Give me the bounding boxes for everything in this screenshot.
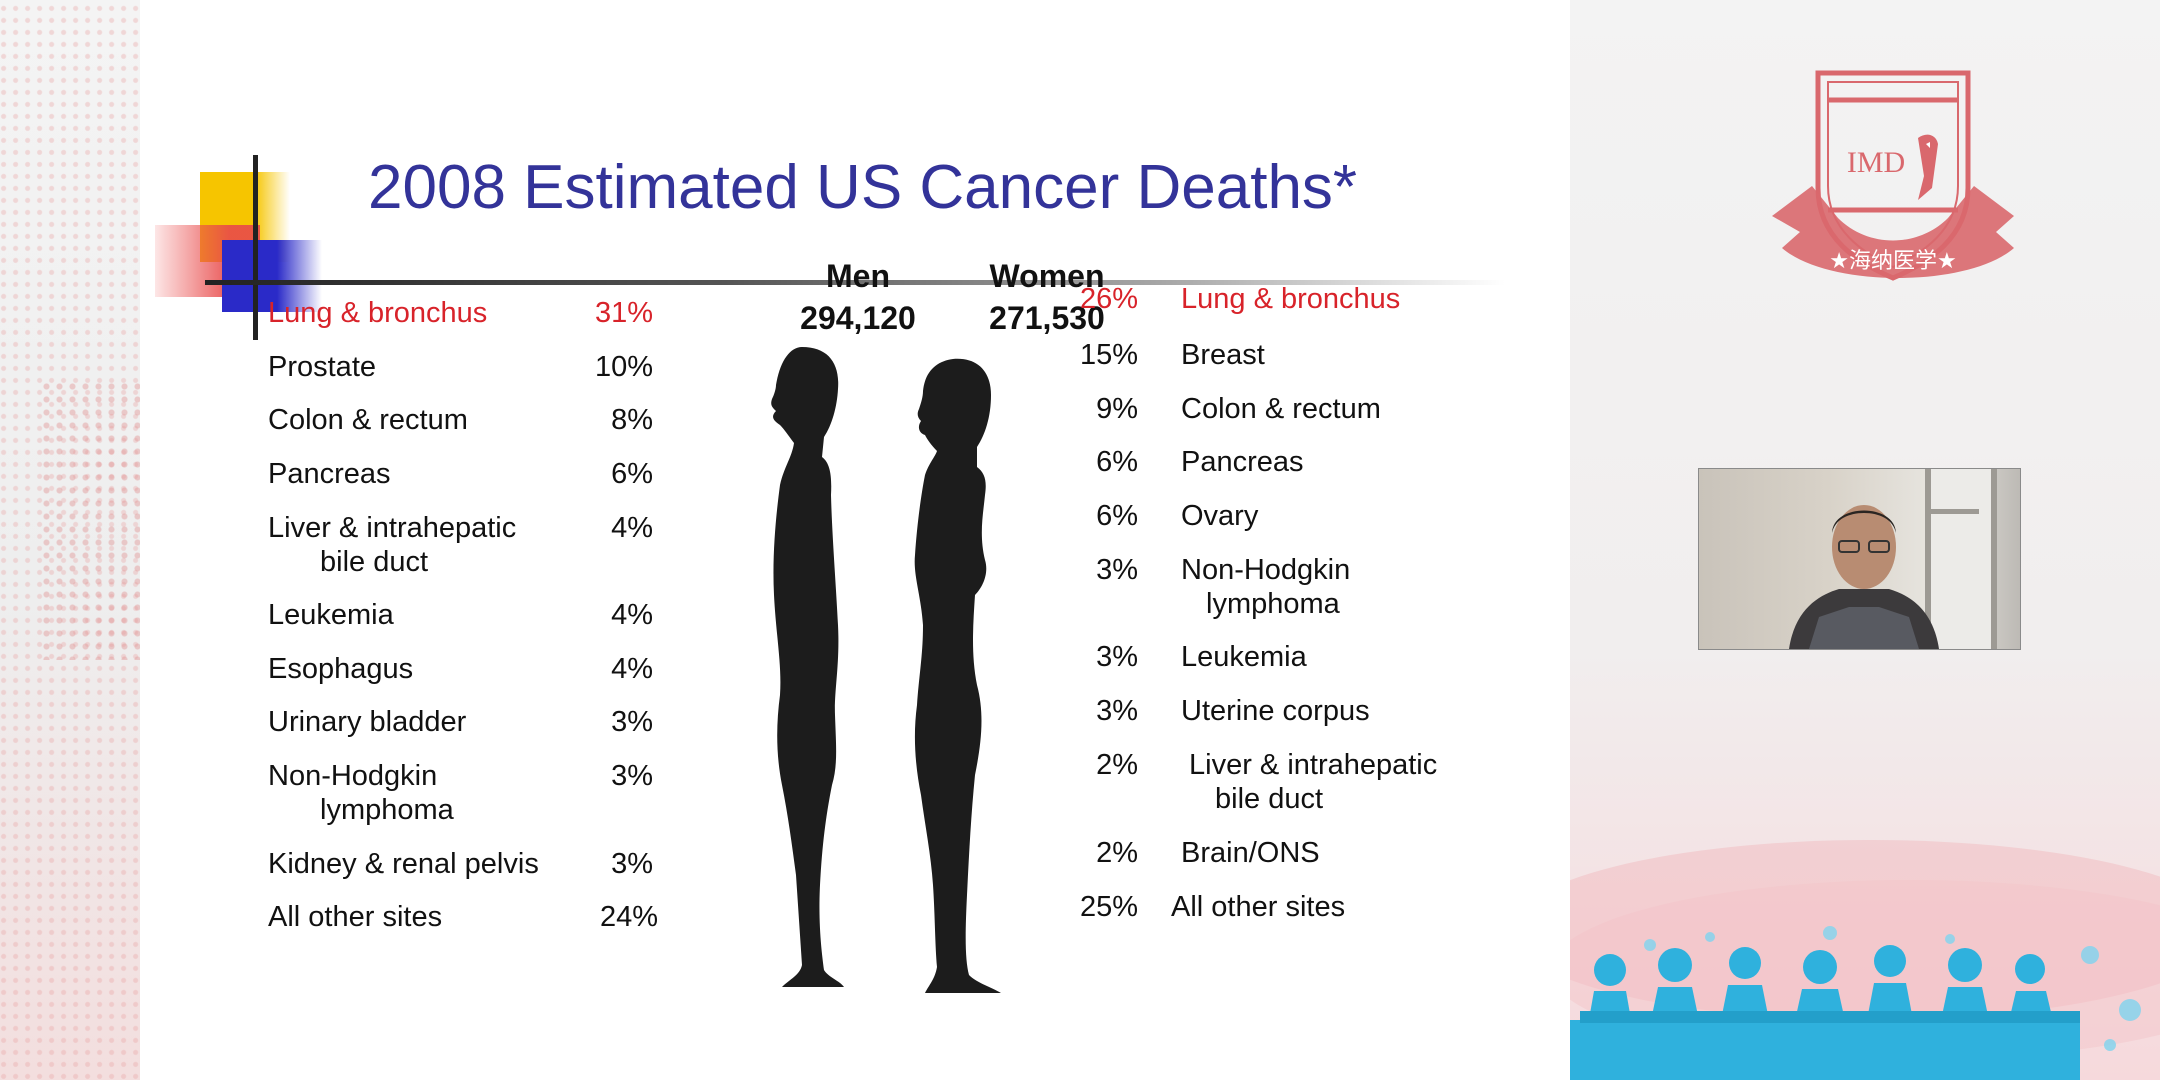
men-pct-2: 10% (594, 351, 653, 383)
logo-subtitle: ★海纳医学★ (1829, 249, 1956, 274)
women-pct-1: 26% (1079, 283, 1138, 315)
men-pct-8: 3% (611, 706, 653, 738)
men-site-4: Pancreas (268, 458, 391, 490)
men-site-7: Esophagus (268, 653, 414, 685)
women-site-3: Colon & rectum (1181, 393, 1381, 425)
men-pct-6: 4% (611, 599, 653, 631)
men-site-3: Colon & rectum (268, 404, 468, 436)
women-pct-10: 2% (1096, 837, 1138, 869)
left-margin-background (0, 0, 140, 1080)
title-underline (205, 280, 1505, 285)
presentation-slide: 2008 Estimated US Cancer Deaths* Lung & … (140, 0, 1570, 1080)
men-site-11: All other sites (268, 901, 443, 933)
women-site-6-cont: lymphoma (1206, 588, 1340, 620)
women-pct-5: 6% (1096, 500, 1138, 532)
women-site-9: Liver & intrahepatic (1189, 749, 1438, 781)
women-site-10: Brain/ONS (1181, 837, 1320, 869)
women-site-8: Uterine corpus (1181, 695, 1370, 727)
women-pct-3: 9% (1096, 393, 1138, 425)
women-pct-9: 2% (1096, 749, 1138, 781)
women-site-1: Lung & bronchus (1181, 283, 1401, 315)
men-site-9-cont: lymphoma (320, 794, 454, 826)
men-pct-10: 3% (611, 848, 653, 880)
women-total: 271,530 (989, 300, 1105, 336)
men-pct-5: 4% (611, 512, 653, 544)
women-pct-11: 25% (1079, 891, 1138, 923)
women-site-6: Non-Hodgkin (1181, 554, 1351, 586)
men-pct-11: 24% (599, 901, 658, 933)
dot-pattern-decoration (40, 380, 140, 660)
men-pct-1: 31% (594, 297, 653, 329)
men-pct-4: 6% (611, 458, 653, 490)
men-header: Men (826, 258, 890, 294)
men-site-8: Urinary bladder (268, 706, 467, 738)
men-site-9: Non-Hodgkin (268, 760, 438, 792)
women-pct-7: 3% (1096, 641, 1138, 673)
women-pct-2: 15% (1079, 339, 1138, 371)
women-site-7: Leukemia (1181, 641, 1307, 673)
men-site-5-cont: bile duct (320, 546, 429, 578)
women-site-11: All other sites (1171, 891, 1346, 923)
men-site-2: Prostate (268, 351, 376, 383)
men-pct-3: 8% (611, 404, 653, 436)
women-pct-6: 3% (1096, 554, 1138, 586)
presenter-silhouette-icon (1789, 505, 1939, 649)
male-silhouette-icon (771, 347, 844, 987)
blue-square-decoration (222, 240, 322, 312)
window-frame-decoration (1925, 469, 1997, 649)
women-site-5: Ovary (1181, 500, 1259, 532)
men-pct-7: 4% (611, 653, 653, 685)
window-frame-bar (1931, 509, 1979, 514)
men-site-6: Leukemia (268, 599, 394, 631)
men-site-10: Kidney & renal pelvis (268, 848, 539, 880)
women-site-9-cont: bile duct (1215, 783, 1324, 815)
vertical-rule-decoration (253, 155, 258, 340)
logo-text: IMD (1847, 146, 1905, 179)
women-site-2: Breast (1181, 339, 1265, 371)
men-site-5: Liver & intrahepatic (268, 512, 517, 544)
women-header: Women (989, 258, 1105, 294)
men-pct-9: 3% (611, 760, 653, 792)
men-total: 294,120 (800, 300, 916, 336)
men-site-1: Lung & bronchus (268, 297, 488, 329)
slide-title: 2008 Estimated US Cancer Deaths* (368, 153, 1358, 222)
audience-silhouette-icon (1570, 926, 2141, 1080)
women-pct-8: 3% (1096, 695, 1138, 727)
presenter-webcam-feed (1698, 468, 2021, 650)
imd-logo-icon: IMD ★海纳医学★ (1772, 70, 2014, 281)
women-pct-4: 6% (1096, 446, 1138, 478)
women-site-4: Pancreas (1181, 446, 1304, 478)
female-silhouette-icon (914, 358, 1001, 993)
